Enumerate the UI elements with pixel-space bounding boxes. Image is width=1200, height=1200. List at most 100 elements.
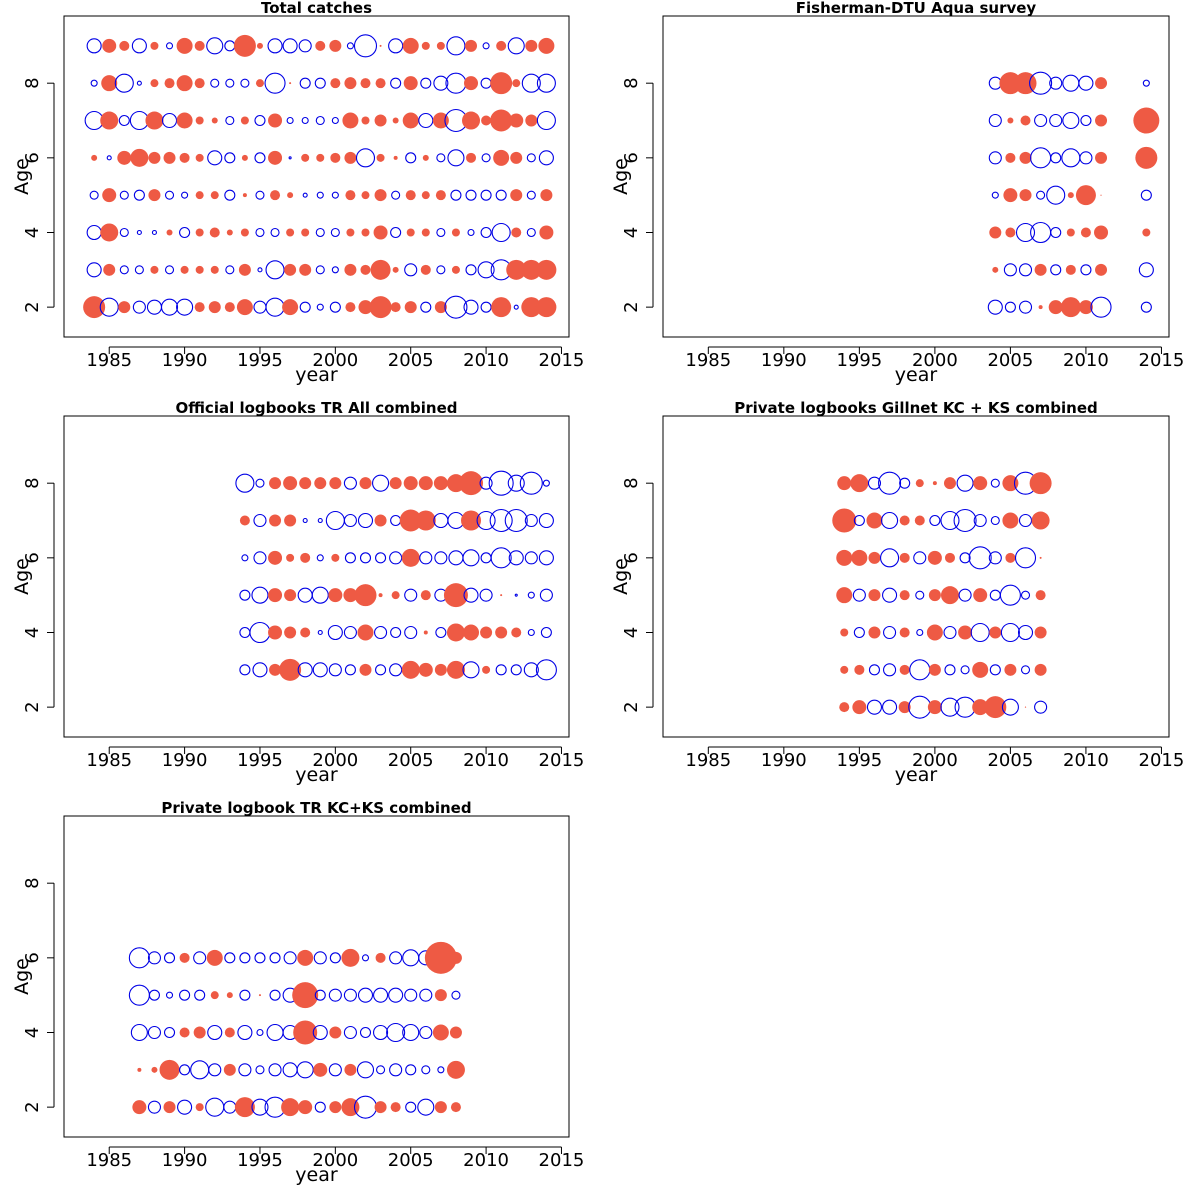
residual-bubble-negative (134, 265, 144, 275)
residual-bubble-positive (359, 477, 372, 490)
residual-bubble-positive (511, 627, 522, 638)
residual-bubble-positive (286, 228, 295, 237)
residual-bubble-positive (297, 949, 314, 966)
residual-bubble-positive (868, 551, 881, 564)
residual-bubble-positive (1003, 188, 1018, 203)
residual-bubble-negative (1080, 114, 1092, 127)
residual-bubble-positive (373, 225, 388, 240)
x-tick-label: 1990 (162, 350, 208, 371)
residual-bubble-negative (868, 664, 881, 676)
residual-bubble-positive (402, 37, 419, 54)
residual-bubble-negative (331, 266, 339, 274)
y-tick-label: 2 (22, 701, 43, 712)
y-tick-label: 4 (621, 227, 642, 238)
residual-bubble-negative (361, 954, 370, 962)
residual-bubble-negative (535, 659, 557, 681)
residual-bubble-positive (282, 299, 299, 316)
residual-bubble-negative (970, 622, 990, 643)
residual-bubble-positive (300, 627, 311, 638)
residual-bubble-positive (482, 665, 491, 674)
residual-bubble-positive (164, 78, 175, 89)
residual-bubble-negative (536, 110, 556, 131)
residual-bubble-negative (538, 150, 554, 166)
residual-bubble-negative (390, 626, 402, 639)
residual-bubble-positive (194, 302, 205, 313)
residual-bubble-positive (224, 302, 235, 313)
residual-bubble-positive (512, 79, 521, 88)
residual-bubble-positive (435, 190, 446, 201)
residual-bubble-positive (148, 151, 161, 164)
residual-bubble-positive (449, 951, 462, 964)
residual-bubble-negative (316, 303, 324, 311)
residual-bubble-negative (311, 586, 329, 604)
residual-bubble-positive (193, 1026, 206, 1039)
residual-bubble-negative (128, 984, 150, 1006)
residual-bubble-negative (119, 227, 129, 238)
plot-frame (662, 415, 1170, 738)
residual-bubble-positive (868, 589, 881, 602)
residual-bubble-positive (446, 1060, 465, 1079)
residual-bubble-positive (132, 1100, 147, 1115)
residual-bubble-negative (288, 156, 292, 160)
residual-bubble-positive (984, 696, 1007, 719)
residual-bubble-positive (268, 550, 283, 565)
residual-bubble-positive (195, 153, 204, 162)
x-axis-label: year (295, 764, 338, 786)
residual-bubble-negative (136, 229, 142, 236)
residual-bubble-positive (226, 229, 233, 236)
residual-bubble-positive (118, 301, 131, 314)
residual-bubble-positive (493, 149, 510, 166)
residual-bubble-negative (344, 552, 356, 564)
residual-bubble-negative (163, 952, 176, 964)
residual-bubble-negative (353, 34, 378, 58)
residual-bubble-negative (177, 1099, 193, 1115)
residual-bubble-positive (423, 630, 428, 635)
residual-bubble-negative (480, 77, 492, 89)
residual-bubble-positive (1060, 297, 1081, 318)
residual-bubble-negative (489, 508, 513, 533)
residual-bubble-positive (1038, 305, 1043, 310)
x-tick-label: 1990 (761, 350, 807, 371)
residual-bubble-positive (1080, 227, 1091, 238)
residual-bubble-negative (331, 116, 339, 125)
residual-bubble-positive (354, 584, 377, 607)
residual-bubble-negative (148, 989, 160, 1001)
residual-bubble-negative (298, 39, 312, 53)
chart-panel-1: Total catches 1985 1990 1995 2000 2005 2010 201… (11, 0, 584, 386)
x-tick-label: 1985 (86, 750, 132, 771)
residual-bubble-negative (929, 514, 941, 527)
residual-bubble-positive (973, 476, 988, 491)
residual-bubble-negative (882, 699, 898, 715)
residual-bubble-positive (179, 152, 190, 163)
residual-bubble-negative (1030, 221, 1052, 244)
residual-bubble-positive (899, 590, 910, 601)
residual-bubble-positive (399, 509, 422, 532)
chart-panel-4: Private logbooks Gillnet KC + KS combine… (610, 399, 1184, 786)
residual-bubble-positive (1024, 706, 1027, 708)
y-tick-label: 8 (22, 877, 43, 888)
panel-title: Official logbooks TR All combined (175, 399, 457, 417)
residual-bubble-negative (343, 625, 357, 640)
residual-bubble-negative (86, 224, 102, 241)
residual-bubble-positive (459, 471, 484, 496)
residual-bubble-positive (100, 111, 119, 130)
residual-bubble-positive (195, 265, 204, 274)
residual-bubble-positive (298, 1100, 313, 1115)
residual-bubble-positive (83, 296, 106, 319)
residual-bubble-positive (432, 1024, 449, 1041)
residual-bubble-negative (329, 952, 341, 964)
residual-bubble-positive (375, 78, 386, 89)
x-tick-label: 1995 (836, 350, 882, 371)
residual-bubble-positive (292, 982, 319, 1009)
residual-bubble-negative (89, 190, 99, 200)
residual-bubble-positive (379, 44, 382, 47)
residual-bubble-negative (224, 40, 236, 52)
residual-bubble-positive (341, 948, 360, 967)
residual-bubble-negative (956, 474, 974, 492)
residual-bubble-negative (959, 552, 971, 564)
chart-panel-2: Fisherman-DTU Aqua survey 1985 1990 1995 200… (610, 0, 1184, 386)
residual-bubble-negative (359, 1026, 372, 1039)
residual-bubble-positive (1100, 194, 1102, 196)
residual-bubble-negative (249, 621, 271, 644)
residual-bubble-positive (926, 624, 943, 641)
